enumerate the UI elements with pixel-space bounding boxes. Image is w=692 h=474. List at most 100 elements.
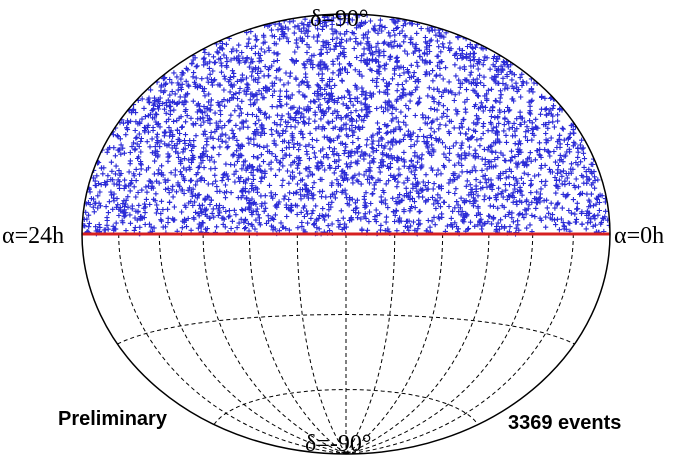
event-marker <box>147 178 154 185</box>
event-marker <box>168 103 174 109</box>
event-marker <box>471 120 477 126</box>
event-marker <box>334 56 340 62</box>
event-marker <box>188 159 195 166</box>
event-marker <box>242 218 248 224</box>
event-marker <box>377 64 383 70</box>
event-marker <box>376 53 382 59</box>
event-marker <box>377 169 383 175</box>
event-marker <box>282 193 288 199</box>
event-marker <box>562 178 568 184</box>
event-marker <box>113 220 119 226</box>
event-marker <box>258 46 264 52</box>
event-marker <box>145 113 151 119</box>
event-marker <box>389 156 395 162</box>
event-marker <box>246 140 252 146</box>
event-marker <box>150 124 156 131</box>
event-marker <box>182 156 188 162</box>
event-marker <box>559 125 565 131</box>
event-marker <box>553 190 559 196</box>
event-marker <box>198 122 204 128</box>
event-marker <box>425 179 431 186</box>
event-marker <box>417 53 423 59</box>
event-marker <box>464 169 470 175</box>
event-marker <box>529 212 535 218</box>
event-marker <box>362 204 368 210</box>
event-marker <box>190 74 196 80</box>
event-marker <box>325 155 331 161</box>
event-marker <box>491 215 497 221</box>
event-marker <box>432 27 438 33</box>
event-marker <box>277 36 283 42</box>
event-marker <box>243 75 250 81</box>
event-marker <box>133 194 139 200</box>
event-marker <box>336 133 342 139</box>
event-marker <box>93 183 99 189</box>
event-marker <box>310 61 316 68</box>
event-marker <box>245 124 251 130</box>
event-marker <box>309 136 315 143</box>
event-marker <box>274 57 280 64</box>
event-marker <box>585 220 591 226</box>
event-marker <box>329 221 335 227</box>
event-marker <box>154 131 160 137</box>
event-marker <box>221 171 228 177</box>
event-marker <box>526 88 532 94</box>
event-marker <box>421 139 427 145</box>
event-marker <box>271 80 278 86</box>
event-marker <box>325 119 331 125</box>
event-marker <box>201 119 207 125</box>
event-count-label: 3369 events <box>508 412 622 434</box>
event-marker <box>537 215 543 221</box>
event-marker <box>415 134 421 140</box>
event-marker <box>204 226 210 232</box>
event-marker <box>452 62 458 68</box>
event-marker <box>424 135 430 141</box>
event-marker <box>381 40 387 46</box>
event-marker <box>309 210 315 216</box>
event-marker <box>477 211 483 217</box>
event-marker <box>471 127 477 133</box>
event-marker <box>390 174 396 180</box>
event-marker <box>214 224 220 230</box>
event-marker <box>423 198 429 204</box>
event-marker <box>227 74 233 80</box>
event-marker <box>330 148 336 155</box>
event-marker <box>436 30 442 36</box>
event-marker <box>383 181 389 187</box>
event-marker <box>320 206 326 212</box>
event-marker <box>510 199 516 205</box>
event-marker <box>353 25 360 31</box>
event-marker <box>527 118 533 124</box>
event-marker <box>349 17 355 23</box>
event-marker <box>168 170 174 176</box>
event-marker <box>266 114 272 120</box>
event-marker <box>551 124 557 130</box>
event-marker <box>492 156 498 163</box>
event-marker <box>478 186 484 192</box>
event-marker <box>312 118 318 124</box>
event-marker <box>489 186 495 192</box>
event-marker <box>527 111 534 117</box>
event-marker <box>487 203 493 209</box>
event-marker <box>344 201 350 207</box>
event-marker <box>551 217 558 223</box>
event-marker <box>441 151 447 157</box>
event-marker <box>558 156 564 163</box>
event-marker <box>244 164 250 170</box>
event-marker <box>293 76 299 82</box>
event-marker <box>406 227 412 233</box>
event-marker <box>458 145 464 151</box>
event-marker <box>323 19 329 25</box>
event-marker <box>506 193 512 199</box>
event-marker <box>501 204 507 210</box>
event-marker <box>583 226 589 232</box>
event-marker <box>555 112 561 118</box>
event-marker <box>172 167 178 173</box>
event-marker <box>292 124 298 130</box>
event-marker <box>270 224 276 230</box>
event-marker <box>227 97 233 103</box>
event-marker <box>329 180 335 186</box>
event-marker <box>274 51 280 57</box>
event-marker <box>442 144 449 150</box>
event-marker <box>312 109 318 115</box>
